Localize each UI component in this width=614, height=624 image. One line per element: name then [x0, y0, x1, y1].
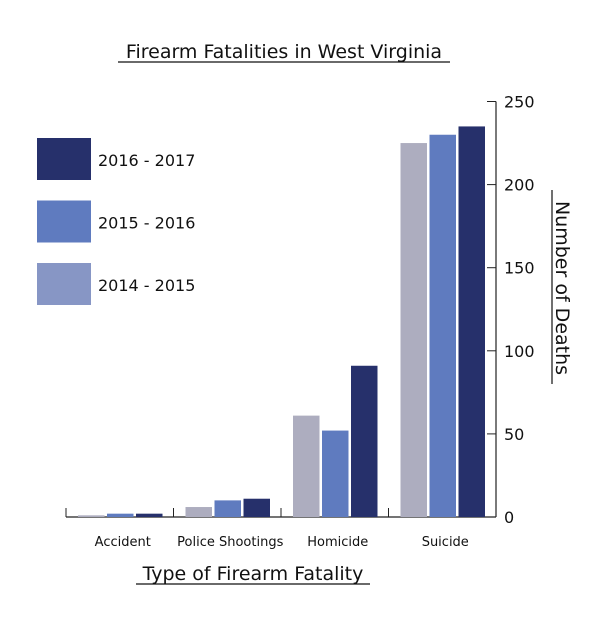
bar-suicide-2016-2017: [458, 126, 485, 518]
bar-suicide-2015-2016: [429, 134, 456, 518]
bar-homicide-2014-2015: [293, 415, 320, 517]
y-tick-label: 50: [504, 425, 524, 444]
legend-label: 2015 - 2016: [98, 214, 195, 233]
chart-title: Firearm Fatalities in West Virginia: [126, 41, 442, 63]
legend-label: 2016 - 2017: [98, 151, 195, 170]
x-axis-title: Type of Firearm Fatality: [142, 563, 364, 585]
y-tick-label: 100: [504, 342, 535, 361]
y-tick-label: 250: [504, 93, 535, 112]
bar-police-shootings-2016-2017: [243, 498, 270, 517]
x-tick-label: Police Shootings: [177, 535, 283, 550]
bar-accident-2015-2016: [107, 513, 134, 517]
legend-label: 2014 - 2015: [98, 276, 195, 295]
x-tick-label: Suicide: [422, 535, 469, 550]
bar-accident-2014-2015: [78, 515, 105, 517]
legend-swatch: [37, 263, 91, 305]
bar-homicide-2015-2016: [322, 430, 349, 517]
y-axis-title: Number of Deaths: [551, 201, 573, 375]
bar-police-shootings-2015-2016: [214, 500, 241, 517]
y-tick-label: 150: [504, 259, 535, 278]
bar-suicide-2014-2015: [400, 143, 427, 518]
y-tick-label: 0: [504, 508, 514, 527]
x-tick-label: Accident: [95, 535, 151, 550]
x-tick-label: Homicide: [307, 535, 368, 550]
bar-police-shootings-2014-2015: [185, 507, 212, 517]
legend-swatch: [37, 138, 91, 180]
bar-accident-2016-2017: [136, 513, 163, 517]
legend-swatch: [37, 200, 91, 243]
y-tick-label: 200: [504, 176, 535, 195]
bar-homicide-2016-2017: [351, 365, 378, 517]
